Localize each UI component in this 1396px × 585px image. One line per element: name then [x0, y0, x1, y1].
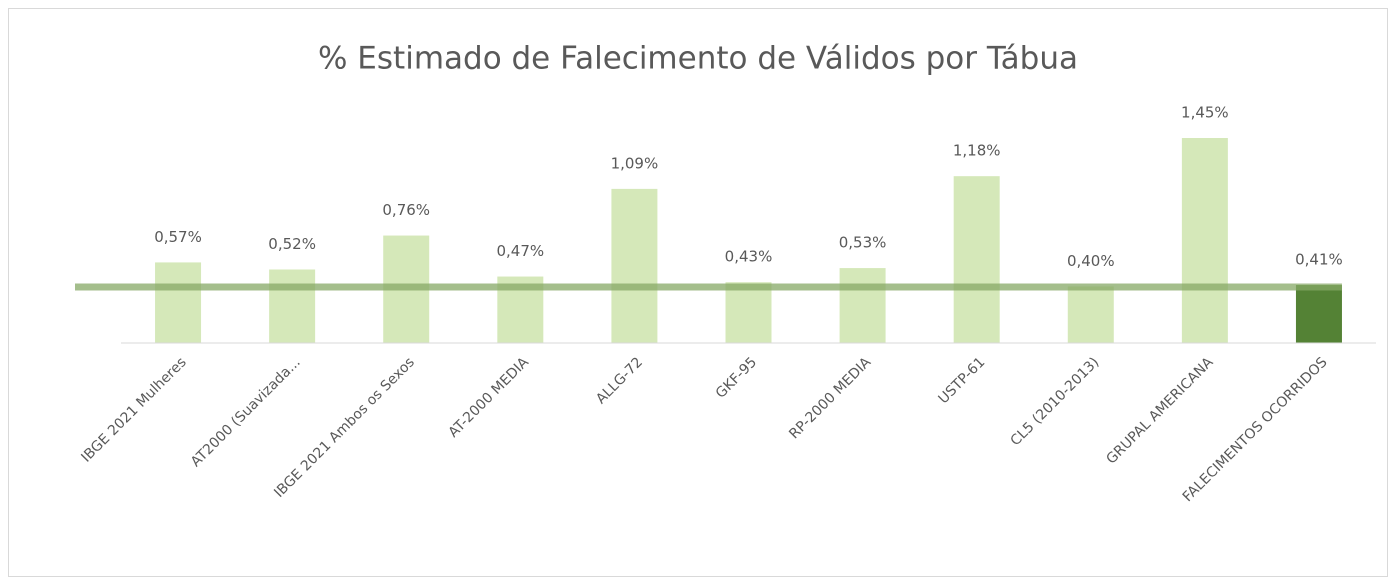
chart-title: % Estimado de Falecimento de Válidos por… [318, 41, 1078, 77]
bar [1067, 286, 1114, 343]
value-label: 1,45% [1181, 104, 1229, 122]
value-label: 0,52% [268, 235, 316, 253]
value-label: 0,57% [154, 228, 202, 246]
value-label: 0,43% [725, 248, 773, 266]
chart-frame [8, 8, 1388, 577]
bar [611, 188, 658, 343]
bar [155, 262, 202, 343]
value-label: 1,09% [611, 154, 659, 172]
value-label: 0,76% [382, 201, 430, 219]
bar [839, 268, 886, 343]
bar [953, 176, 1000, 343]
bar [1181, 138, 1228, 343]
value-label: 0,40% [1067, 252, 1115, 270]
value-label: 0,47% [496, 242, 544, 260]
value-label: 0,41% [1295, 251, 1343, 269]
bar [1295, 285, 1342, 343]
value-label: 0,53% [839, 234, 887, 252]
bar [725, 282, 772, 343]
value-label: 1,18% [953, 142, 1001, 160]
bar [269, 269, 316, 343]
